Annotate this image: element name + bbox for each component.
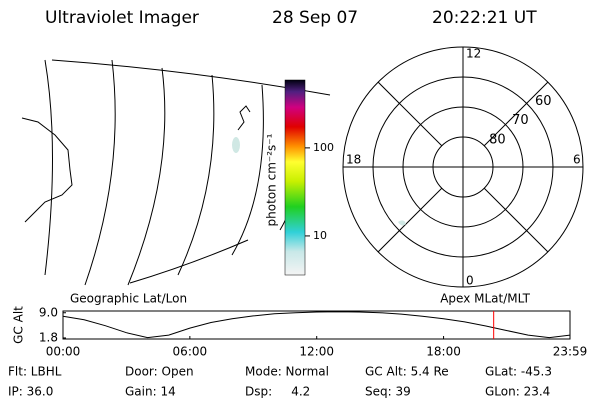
status-field: Seq: 39 xyxy=(365,385,411,399)
status-field: GLat: -45.3 xyxy=(485,365,552,379)
status-field: Mode: Normal xyxy=(245,365,329,379)
y-tick-label: 1.8 xyxy=(39,330,58,344)
mlt-line xyxy=(483,187,549,253)
status-field: GLon: 23.4 xyxy=(485,385,550,399)
emission-patch xyxy=(232,137,240,153)
emission-patch xyxy=(398,220,406,226)
footer: Flt: LBHL Door: Open Mode: Normal GC Alt: 5… xyxy=(8,365,552,399)
x-tick-label: 06:00 xyxy=(173,345,208,359)
mlt-line xyxy=(483,81,549,147)
instrument-title: Ultraviolet Imager xyxy=(45,8,199,28)
x-tick-label: 12:00 xyxy=(299,345,334,359)
left-subtitle: Geographic Lat/Lon xyxy=(70,292,187,306)
colorbar-label: photon cm⁻²s⁻¹ xyxy=(265,133,279,226)
mlt-label: 6 xyxy=(573,153,581,167)
mlt-label: 0 xyxy=(466,274,474,288)
status-field: Dsp: 4.2 xyxy=(245,385,310,399)
colorbar-tick-label: 10 xyxy=(313,229,327,242)
y-tick-label: 9.0 xyxy=(39,305,58,319)
mlt-line xyxy=(377,81,443,147)
mlt-label: 12 xyxy=(466,47,481,61)
time: 20:22:21 UT xyxy=(432,8,537,28)
status-field: Door: Open xyxy=(125,365,194,379)
y-axis-label: GC Alt xyxy=(12,306,26,344)
x-tick-label: 18:00 xyxy=(426,345,461,359)
altitude-line xyxy=(62,311,571,339)
right-subtitle: Apex MLat/MLT xyxy=(440,292,530,306)
status-field: Gain: 14 xyxy=(125,385,176,399)
lat-label: 80 xyxy=(489,132,506,147)
x-tick-label: 23:59 xyxy=(553,345,588,359)
mlt-label: 18 xyxy=(346,153,361,167)
date: 28 Sep 07 xyxy=(272,8,358,28)
lat-label: 70 xyxy=(512,113,529,128)
colorbar-tick-label: 100 xyxy=(313,141,334,154)
status-field: Flt: LBHL xyxy=(8,365,62,379)
mlt-line xyxy=(377,187,443,253)
status-field: GC Alt: 5.4 Re xyxy=(365,365,449,379)
x-tick-label: 00:00 xyxy=(46,345,81,359)
lat-label: 60 xyxy=(535,94,552,109)
polar-plot: 80 70 60 12 0 18 6 xyxy=(342,46,584,288)
status-field: IP: 36.0 xyxy=(8,385,53,399)
geographic-map xyxy=(21,59,331,286)
colorbar xyxy=(284,79,306,276)
